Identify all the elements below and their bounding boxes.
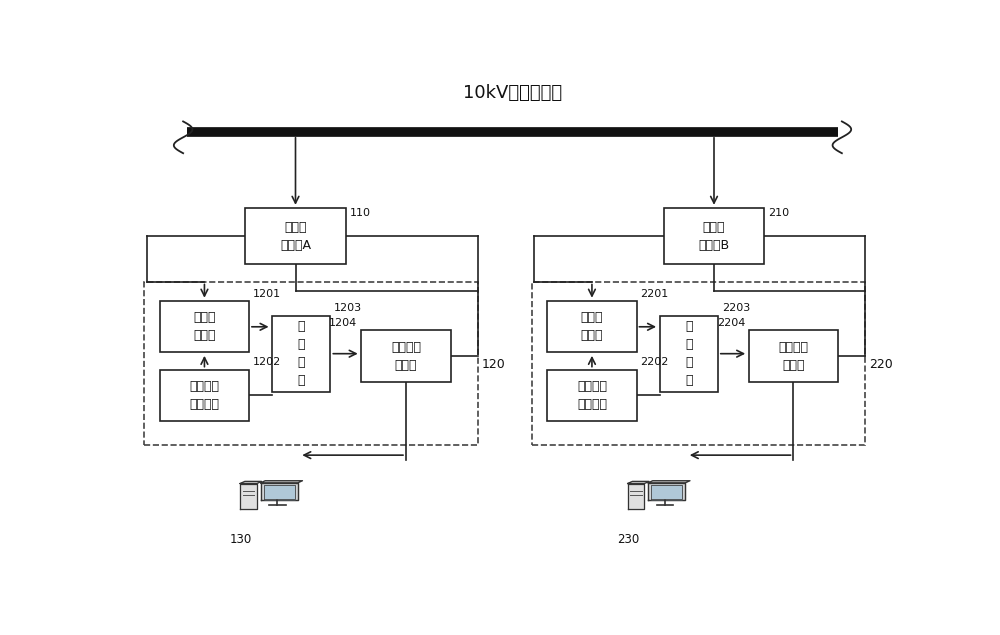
Polygon shape	[628, 483, 644, 509]
Text: 210: 210	[768, 208, 789, 218]
Polygon shape	[264, 485, 295, 498]
FancyBboxPatch shape	[664, 208, 764, 264]
Text: 1201: 1201	[253, 289, 281, 298]
Polygon shape	[240, 483, 257, 509]
Text: 高速数据
采集卡: 高速数据 采集卡	[778, 340, 808, 371]
Polygon shape	[628, 481, 649, 483]
Text: 130: 130	[230, 533, 252, 546]
Text: 10kV中压电力线: 10kV中压电力线	[463, 84, 562, 102]
Text: 1202: 1202	[253, 357, 281, 367]
Text: 2203: 2203	[722, 304, 750, 313]
Polygon shape	[651, 485, 682, 498]
Text: 1203: 1203	[334, 304, 362, 313]
Polygon shape	[648, 481, 690, 483]
Text: 扫频信号
发生装置: 扫频信号 发生装置	[189, 380, 219, 411]
Text: 功率放
大模块: 功率放 大模块	[193, 311, 216, 342]
Text: 高压耦
合装置B: 高压耦 合装置B	[698, 221, 730, 252]
Text: 2201: 2201	[640, 289, 669, 298]
Text: 1204: 1204	[329, 318, 358, 328]
FancyBboxPatch shape	[547, 301, 637, 352]
Polygon shape	[261, 481, 303, 483]
Polygon shape	[648, 483, 685, 500]
Text: 110: 110	[350, 208, 371, 218]
Text: 高压耦
合装置A: 高压耦 合装置A	[280, 221, 311, 252]
Text: 120: 120	[482, 358, 505, 371]
FancyBboxPatch shape	[660, 316, 718, 392]
FancyBboxPatch shape	[547, 370, 637, 421]
Text: 2204: 2204	[717, 318, 745, 328]
Text: 2202: 2202	[640, 357, 669, 367]
FancyBboxPatch shape	[160, 301, 249, 352]
FancyBboxPatch shape	[272, 316, 330, 392]
Text: 微
控
制
器: 微 控 制 器	[298, 320, 305, 387]
FancyBboxPatch shape	[749, 330, 838, 382]
FancyBboxPatch shape	[160, 370, 249, 421]
Polygon shape	[261, 483, 298, 500]
Text: 230: 230	[618, 533, 640, 546]
Text: 220: 220	[869, 358, 893, 371]
Text: 扫频信号
发生装置: 扫频信号 发生装置	[577, 380, 607, 411]
Text: 功率放
大模块: 功率放 大模块	[581, 311, 603, 342]
Polygon shape	[240, 481, 262, 483]
FancyBboxPatch shape	[245, 208, 346, 264]
FancyBboxPatch shape	[361, 330, 450, 382]
Text: 高速数据
采集卡: 高速数据 采集卡	[391, 340, 421, 371]
Text: 微
控
制
器: 微 控 制 器	[685, 320, 693, 387]
